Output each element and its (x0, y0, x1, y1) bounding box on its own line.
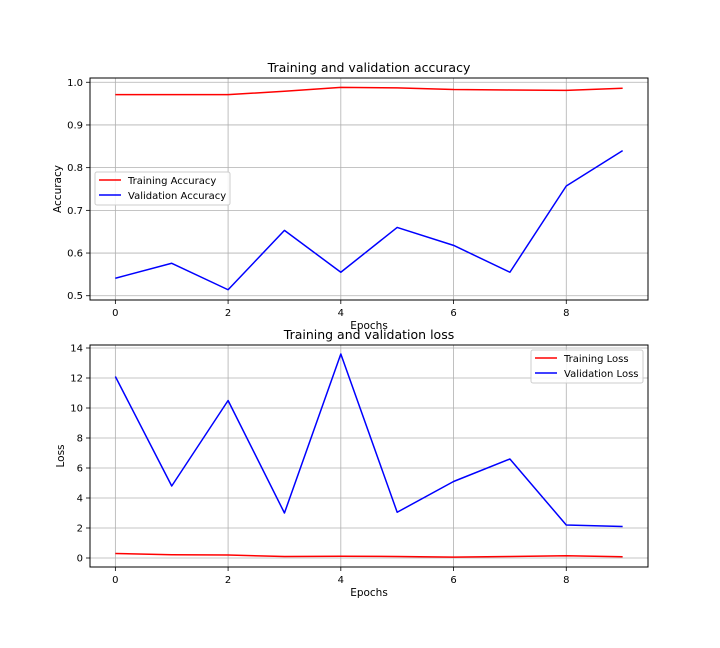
loss-x-axis-label: Epochs (350, 587, 388, 599)
data-point-validation-accuracy (621, 149, 623, 151)
accuracy-y-tick-label: 0.9 (67, 120, 83, 131)
loss-y-tick-label: 6 (77, 464, 83, 475)
legend-label-validation-loss: Validation Loss (564, 369, 639, 380)
loss-series (114, 353, 623, 558)
accuracy-chart: 0 2 4 6 8 0.5 0.6 0.7 0.8 0.9 1.0 Training and val… (52, 60, 649, 332)
data-point-training-loss (227, 554, 229, 556)
loss-plot-frame (89, 344, 649, 568)
accuracy-y-tick-label: 0.5 (67, 291, 83, 302)
data-point-training-accuracy (396, 87, 398, 89)
loss-y-tick-label: 8 (77, 434, 83, 445)
accuracy-grid (90, 78, 648, 300)
loss-legend-box (530, 349, 644, 384)
accuracy-y-axis-label: Accuracy (52, 165, 64, 213)
data-point-training-accuracy (565, 89, 567, 91)
loss-x-tick-label: 2 (225, 575, 231, 586)
data-point-validation-accuracy (340, 271, 342, 273)
data-point-validation-accuracy (171, 262, 173, 264)
data-point-training-loss (509, 555, 511, 557)
data-point-validation-loss (565, 524, 567, 526)
series-line-validation-loss (114, 353, 623, 528)
data-point-validation-loss (509, 458, 511, 460)
data-point-training-loss (171, 554, 173, 556)
data-point-training-accuracy (452, 88, 454, 90)
data-point-training-loss (340, 555, 342, 557)
data-point-validation-accuracy (452, 244, 454, 246)
loss-y-tick-label: 4 (77, 494, 83, 505)
data-point-training-accuracy (114, 93, 116, 95)
data-point-training-accuracy (621, 87, 623, 89)
accuracy-x-tick-label: 6 (450, 308, 456, 319)
loss-x-tick-label: 4 (338, 575, 344, 586)
loss-y-axis-label: Loss (55, 444, 67, 467)
data-point-validation-loss (114, 375, 116, 377)
data-point-validation-accuracy (565, 185, 567, 187)
data-point-validation-loss (283, 512, 285, 514)
loss-chart-title: Training and validation loss (283, 327, 454, 342)
accuracy-x-tick-label: 0 (112, 308, 118, 319)
accuracy-x-axis-label: Epochs (350, 320, 388, 332)
data-point-training-loss (452, 556, 454, 558)
data-point-training-loss (114, 552, 116, 554)
data-point-validation-loss (227, 399, 229, 401)
accuracy-x-tick-label: 2 (225, 308, 231, 319)
data-point-validation-loss (340, 353, 342, 355)
accuracy-y-tick-label: 1.0 (67, 78, 83, 89)
loss-x-tick-label: 0 (112, 575, 118, 586)
loss-y-tick-label: 10 (70, 404, 83, 415)
legend-label-training-accuracy: Training Accuracy (127, 176, 216, 187)
data-point-training-loss (565, 555, 567, 557)
loss-chart: 0 2 4 6 8 0 2 4 6 8 10 12 14 Training and validation… (55, 327, 649, 599)
loss-ticks: 0 2 4 6 8 0 2 4 6 8 10 12 14 (70, 344, 569, 587)
data-point-validation-loss (396, 511, 398, 513)
loss-legend: Training Loss Validation Loss (530, 349, 644, 384)
loss-y-tick-label: 2 (77, 524, 83, 535)
data-point-validation-accuracy (283, 229, 285, 231)
loss-y-tick-label: 12 (70, 374, 83, 385)
accuracy-y-tick-label: 0.8 (67, 163, 83, 174)
legend-label-training-loss: Training Loss (563, 354, 629, 365)
accuracy-legend: Training Accuracy Validation Accuracy (94, 171, 231, 206)
data-point-validation-loss (621, 525, 623, 527)
accuracy-y-tick-label: 0.6 (67, 249, 83, 260)
accuracy-chart-title: Training and validation accuracy (267, 60, 471, 75)
data-point-validation-loss (452, 480, 454, 482)
data-point-training-loss (396, 555, 398, 557)
data-point-training-loss (283, 555, 285, 557)
loss-x-tick-label: 8 (563, 575, 569, 586)
data-point-training-accuracy (227, 93, 229, 95)
accuracy-x-tick-label: 4 (338, 308, 344, 319)
data-point-validation-accuracy (114, 277, 116, 279)
accuracy-ticks: 0 2 4 6 8 0.5 0.6 0.7 0.8 0.9 1.0 (67, 78, 569, 319)
loss-y-tick-label: 14 (70, 344, 83, 355)
data-point-training-accuracy (283, 90, 285, 92)
series-line-training-loss (115, 552, 623, 558)
legend-label-validation-accuracy: Validation Accuracy (128, 191, 226, 202)
loss-x-tick-label: 6 (450, 575, 456, 586)
loss-y-tick-label: 0 (77, 554, 83, 565)
data-point-training-accuracy (509, 89, 511, 91)
data-point-training-loss (621, 556, 623, 558)
data-point-validation-accuracy (396, 226, 398, 228)
series-line-validation-accuracy (115, 149, 624, 291)
series-line-training-accuracy (115, 86, 623, 96)
accuracy-series (114, 86, 624, 291)
data-point-training-accuracy (171, 93, 173, 95)
data-point-validation-accuracy (227, 289, 229, 291)
data-point-validation-accuracy (509, 271, 511, 273)
accuracy-x-tick-label: 8 (563, 308, 569, 319)
accuracy-y-tick-label: 0.7 (67, 206, 83, 217)
accuracy-legend-box (94, 171, 231, 206)
accuracy-plot-frame (89, 77, 649, 301)
data-point-validation-loss (171, 485, 173, 487)
data-point-training-accuracy (340, 86, 342, 88)
